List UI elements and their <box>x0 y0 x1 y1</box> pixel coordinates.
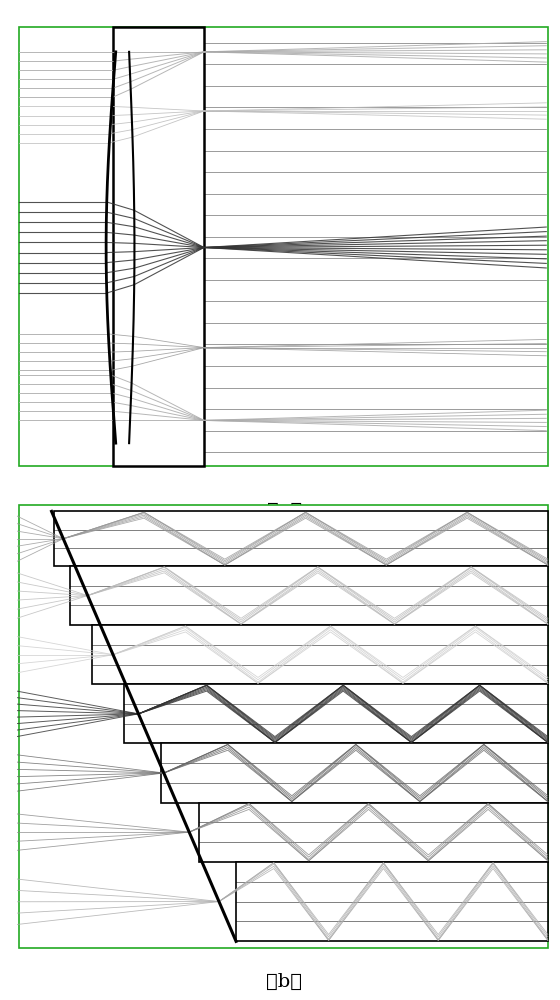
Text: （b）: （b） <box>266 973 302 991</box>
Bar <box>161 743 548 803</box>
Bar <box>113 27 204 466</box>
Text: （a）: （a） <box>267 502 302 520</box>
Bar <box>54 511 548 566</box>
Bar <box>92 625 548 684</box>
Bar <box>199 803 548 862</box>
Bar <box>236 862 548 941</box>
Bar <box>71 566 548 625</box>
Bar <box>124 684 548 743</box>
